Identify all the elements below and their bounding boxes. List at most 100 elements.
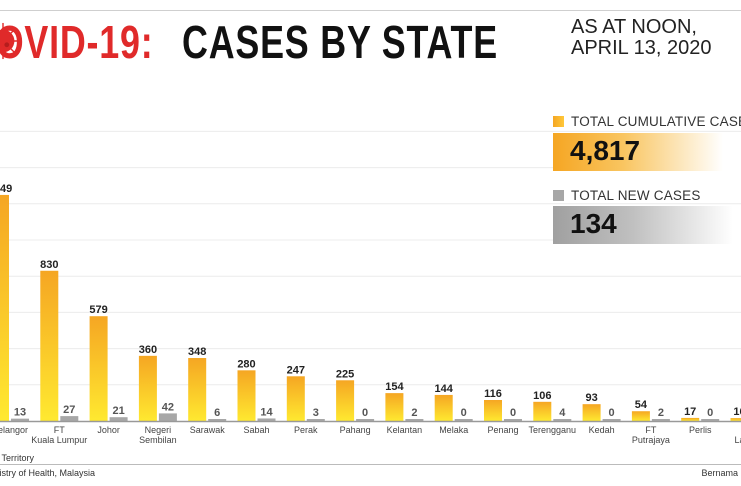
new-cases-value-label: 2 (411, 407, 417, 419)
cumulative-label: TOTAL CUMULATIVE CASES (571, 114, 741, 129)
new-cases-value-label: 4 (559, 407, 566, 419)
new-cases-value-label: 0 (707, 407, 713, 419)
cumulative-bar (188, 358, 207, 421)
new-cases-bar (504, 419, 522, 421)
subtitle-line-1: AS AT NOON, (571, 16, 697, 38)
new-cases-bar (454, 419, 473, 421)
category-label: Putrajaya (632, 435, 670, 445)
new-cases-value-label: 3 (313, 407, 319, 419)
cumulative-bar (336, 380, 355, 421)
new-cases-value-label: 27 (63, 404, 75, 416)
new-cases-bar (701, 419, 720, 421)
new-cases-value-label: 0 (461, 407, 467, 419)
cumulative-bar (0, 194, 9, 421)
cumulative-bar (730, 418, 741, 421)
cumulative-bar (237, 370, 256, 421)
new-cases-legend-swatch (553, 190, 564, 201)
cumulative-value: 4,817 (570, 135, 641, 166)
cumulative-bar (533, 401, 552, 421)
new-cases-value: 134 (570, 208, 617, 239)
cumulative-value-label: 830 (40, 259, 58, 271)
category-label: Sarawak (190, 425, 226, 435)
cumulative-value-label: 54 (635, 399, 648, 411)
category-label: Terengganu (529, 425, 577, 435)
cumulative-value-label: 154 (385, 381, 404, 393)
cumulative-bar (631, 411, 650, 421)
new-cases-value-label: 14 (260, 406, 273, 418)
category-label: FT (645, 425, 656, 435)
new-cases-bar (651, 419, 670, 421)
top-rule (0, 10, 741, 11)
cumulative-bar (582, 404, 601, 421)
new-cases-bar (405, 419, 424, 421)
new-cases-bar (553, 419, 572, 421)
category-label: Sabah (243, 425, 269, 435)
category-label: Melaka (439, 425, 468, 435)
new-cases-value-label: 0 (609, 407, 615, 419)
cumulative-legend-swatch (553, 116, 564, 127)
cumulative-bar (484, 400, 502, 421)
cumulative-value-label: 16 (733, 406, 741, 418)
cumulative-value-label: 93 (585, 392, 597, 404)
new-cases-bar (257, 418, 276, 421)
subtitle-line-2: APRIL 13, 2020 (571, 37, 712, 59)
cumulative-bar (385, 393, 404, 421)
new-cases-bar (11, 418, 29, 421)
new-cases-bar (208, 419, 227, 421)
footer-rule (0, 464, 741, 465)
category-label: Perlis (689, 425, 712, 435)
cumulative-value-label: 144 (435, 383, 454, 395)
cumulative-value-label: 116 (484, 388, 502, 400)
date-subtitle: AS AT NOON, APRIL 13, 2020 (571, 17, 711, 59)
cumulative-value-label: 280 (237, 358, 255, 370)
category-label: Pahang (340, 425, 371, 435)
category-label: Negeri (145, 425, 172, 435)
cumulative-value-label: 225 (336, 368, 354, 380)
new-cases-bar (602, 419, 621, 421)
category-label: FT (54, 425, 65, 435)
cumulative-bar (681, 417, 700, 421)
category-label: Sembilan (139, 435, 177, 445)
new-cases-bar (158, 413, 177, 421)
new-cases-value-label: 0 (510, 407, 516, 419)
category-label: Selangor (0, 425, 28, 435)
credit: Bernama (701, 468, 738, 478)
coronavirus-icon (0, 22, 22, 60)
new-cases-bar (306, 419, 325, 421)
new-cases-bar (60, 416, 79, 421)
cumulative-value-label: 247 (287, 364, 305, 376)
category-label: Johor (97, 425, 120, 435)
source: Source: Ministry of Health, Malaysia (0, 468, 95, 478)
new-cases-value-label: 42 (162, 401, 174, 413)
new-cases-value-label: 0 (362, 407, 368, 419)
cumulative-bar (40, 270, 59, 421)
footnote: *FT : Federal Territory (0, 453, 34, 463)
new-cases-value-label: 13 (14, 407, 26, 419)
new-cases-value-label: 2 (658, 407, 664, 419)
cumulative-value-label: 17 (684, 406, 696, 418)
cumulative-value-label: 579 (89, 304, 107, 316)
cumulative-value-label: 348 (188, 346, 206, 358)
new-cases-bar (109, 417, 128, 421)
new-cases-panel: 134 (553, 206, 741, 244)
cumulative-value-label: 360 (139, 344, 157, 356)
cumulative-value-label: 106 (533, 390, 551, 402)
cumulative-bar (434, 394, 453, 421)
category-label: Kuala Lumpur (31, 435, 87, 445)
cumulative-bar (138, 355, 157, 421)
new-cases-bar (356, 419, 375, 421)
category-label: Perak (294, 425, 318, 435)
new-cases-value-label: 6 (214, 407, 220, 419)
new-cases-label: TOTAL NEW CASES (571, 188, 701, 203)
category-label: Penang (487, 425, 518, 435)
cumulative-bar (89, 316, 108, 421)
new-cases-value-label: 21 (112, 405, 124, 417)
category-label: Kelantan (387, 425, 423, 435)
category-label: Kedah (589, 425, 615, 435)
cumulative-value-label: 1249 (0, 183, 12, 195)
category-label: Labuan (734, 435, 741, 445)
cumulative-panel: 4,817 (553, 133, 741, 171)
page-title: CASES BY STATE (182, 16, 498, 68)
cumulative-bar (286, 376, 305, 421)
